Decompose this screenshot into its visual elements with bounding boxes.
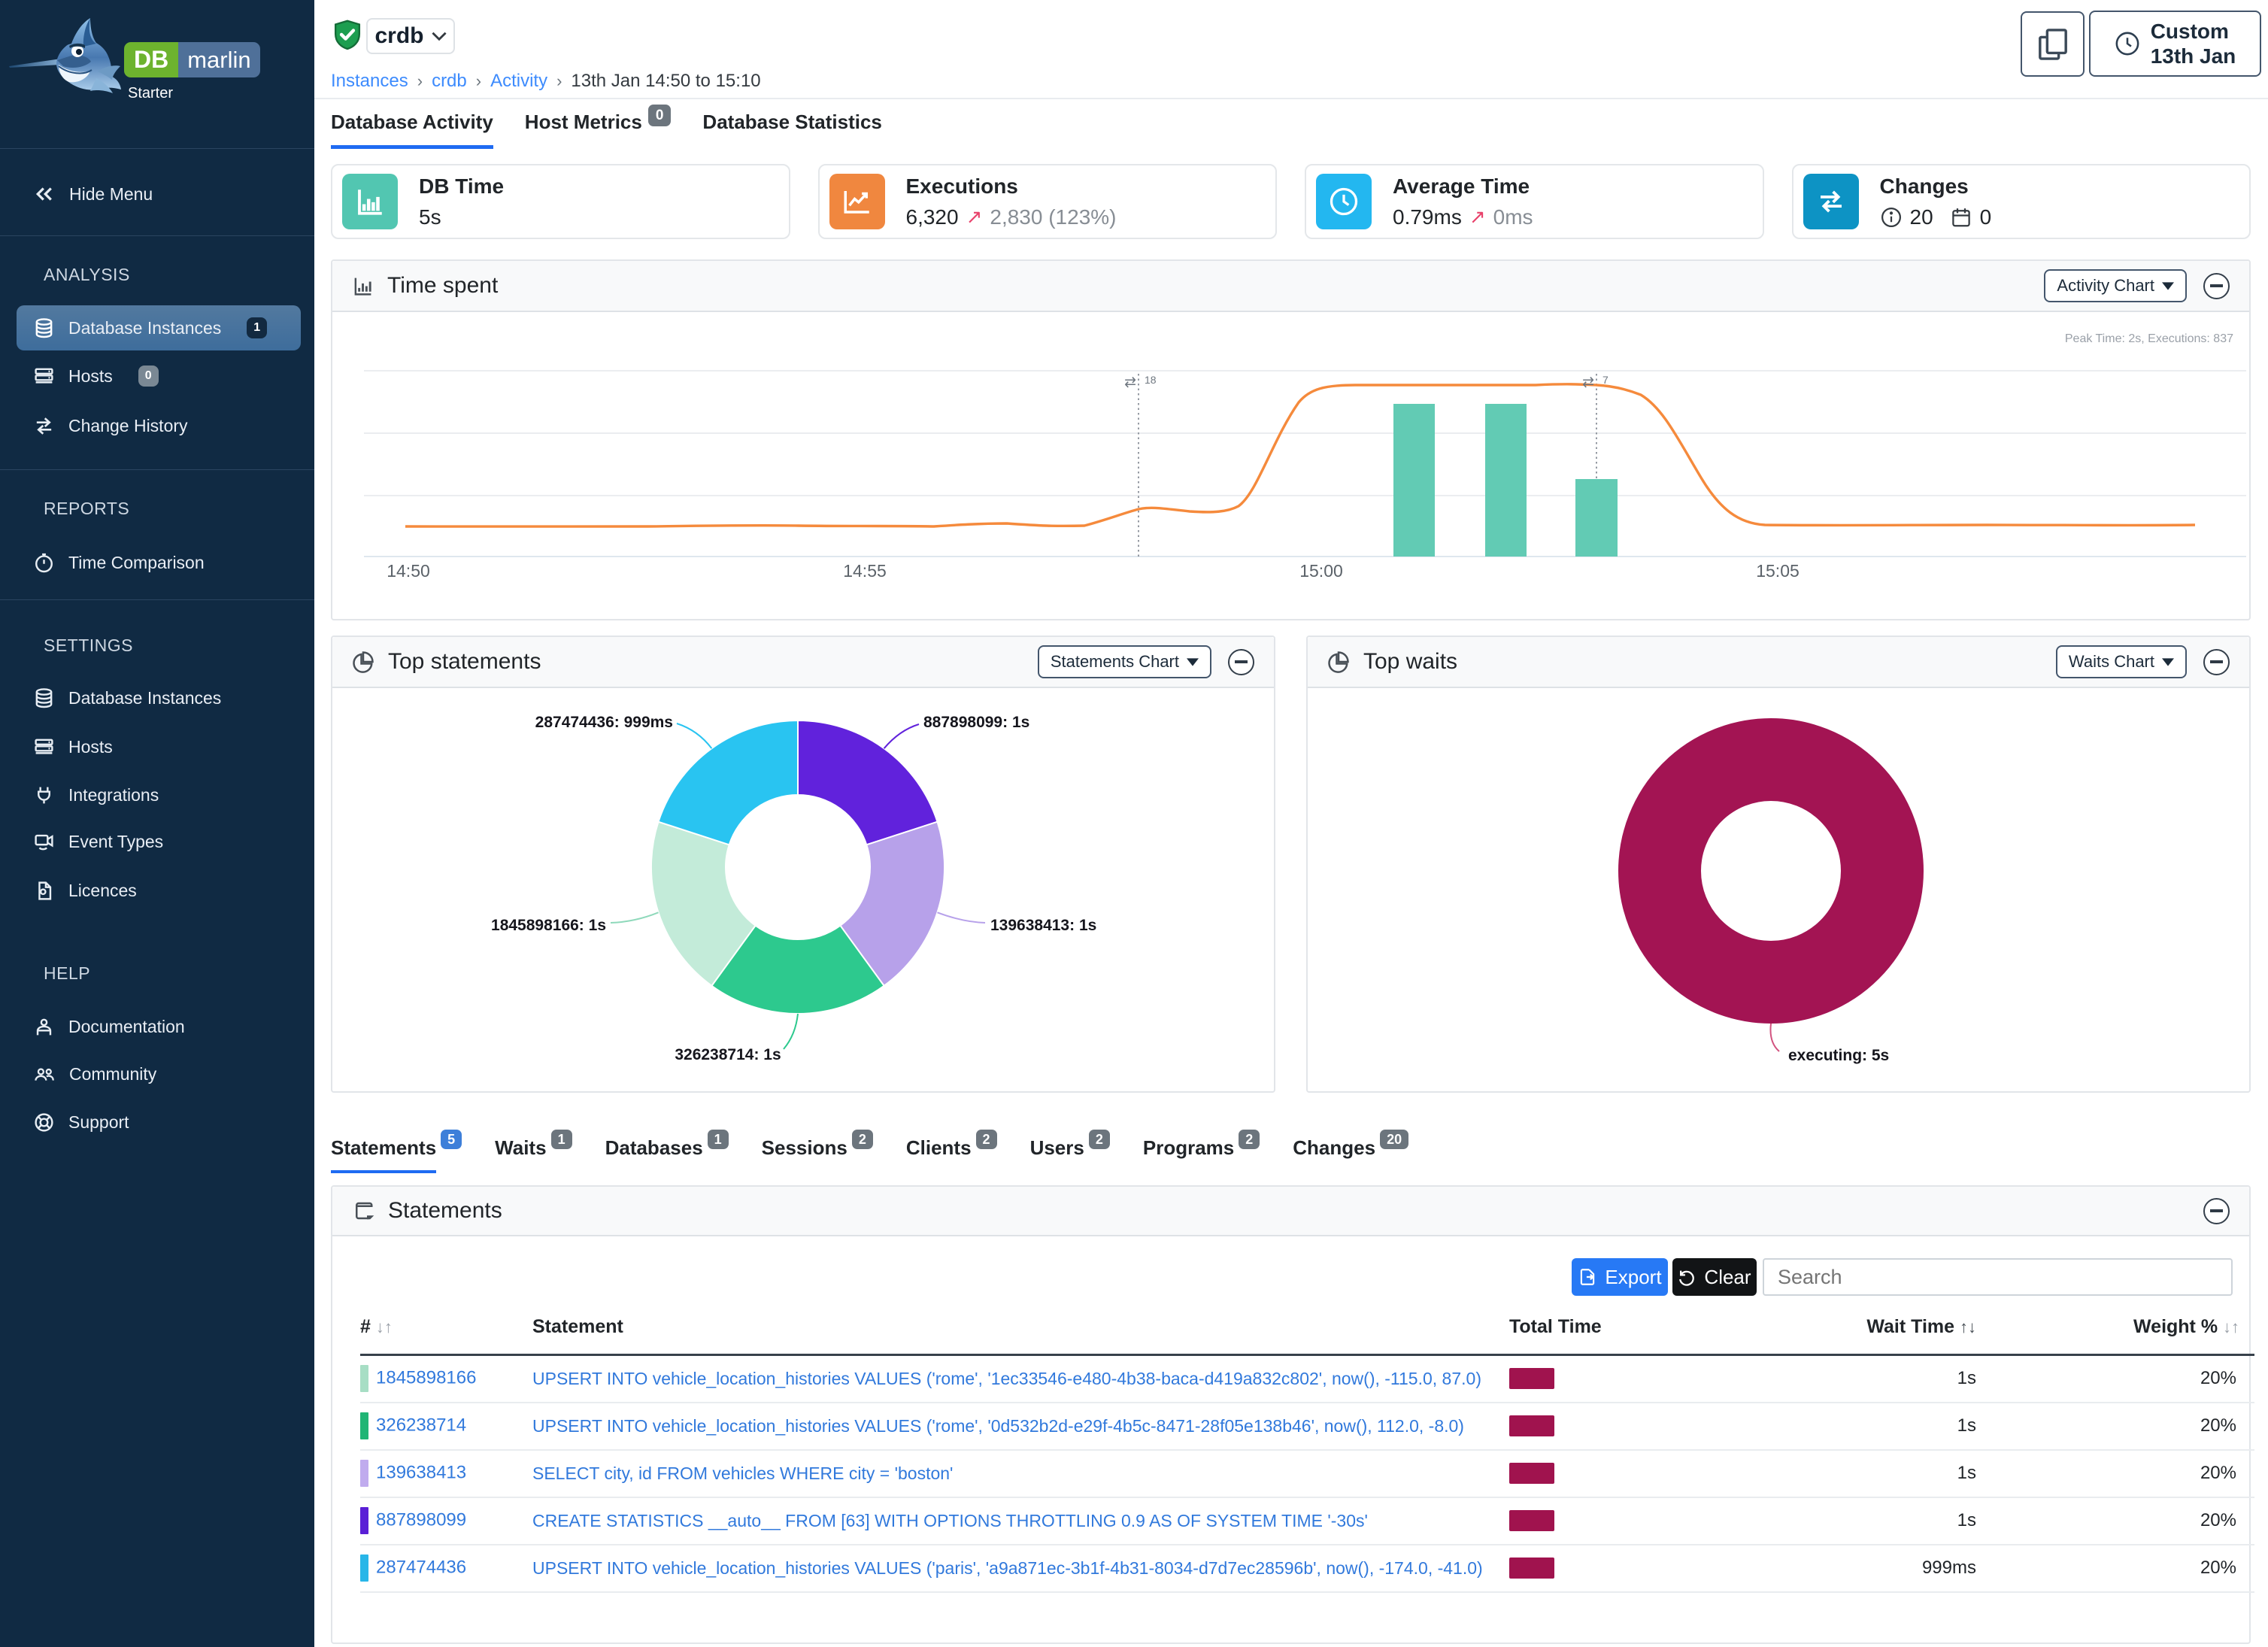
- svg-text:887898099: 1s: 887898099: 1s: [923, 714, 1029, 731]
- svg-text:⇄: ⇄: [1582, 375, 1594, 390]
- svg-text:15:05: 15:05: [1756, 561, 1800, 581]
- svg-text:⇄: ⇄: [1124, 375, 1136, 390]
- svg-text:Peak Time: 2s, Executions: 837: Peak Time: 2s, Executions: 837: [2065, 332, 2233, 345]
- svg-text:executing: 5s: executing: 5s: [1788, 1047, 1889, 1064]
- svg-text:1845898166: 1s: 1845898166: 1s: [491, 917, 606, 934]
- svg-text:287474436: 999ms: 287474436: 999ms: [535, 714, 673, 731]
- svg-text:326238714: 1s: 326238714: 1s: [675, 1046, 781, 1063]
- svg-text:7: 7: [1602, 374, 1609, 386]
- svg-text:18: 18: [1145, 374, 1157, 386]
- svg-text:15:00: 15:00: [1299, 561, 1343, 581]
- svg-text:139638413: 1s: 139638413: 1s: [990, 917, 1096, 934]
- svg-text:14:50: 14:50: [387, 561, 430, 581]
- svg-text:14:55: 14:55: [843, 561, 887, 581]
